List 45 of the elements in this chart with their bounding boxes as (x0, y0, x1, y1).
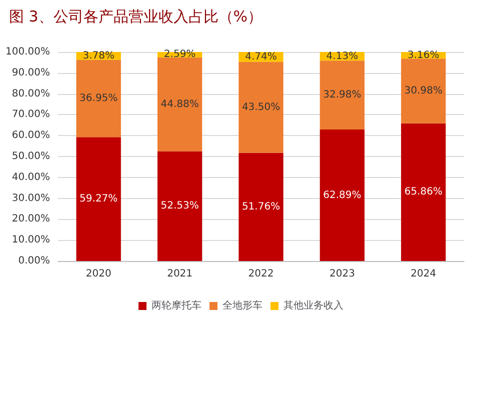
data-label: 2.59% (164, 49, 196, 60)
bar (76, 60, 121, 138)
bar (401, 58, 446, 124)
data-label: 36.95% (80, 93, 118, 104)
y-tick-label: 0.00% (18, 256, 50, 266)
y-tick-label: 10.00% (12, 234, 50, 246)
data-label: 4.13% (326, 50, 358, 62)
data-label: 4.74% (245, 51, 277, 62)
x-tick-label: 2020 (86, 268, 112, 280)
x-tick-label: 2024 (410, 268, 436, 280)
y-tick-label: 30.00% (12, 192, 50, 204)
data-label: 30.98% (404, 85, 442, 96)
y-tick-label: 20.00% (12, 214, 50, 225)
data-label: 65.86% (404, 186, 442, 198)
bar (76, 137, 121, 261)
chart-title: 图 3、公司各产品营业收入占比（%） (9, 8, 263, 26)
data-label: 52.53% (160, 200, 199, 212)
y-tick-label: 60.00% (12, 130, 50, 142)
data-label: 43.50% (242, 102, 280, 113)
legend-label: 两轮摩托车 (152, 300, 202, 312)
legend-label: 其他业务收入 (284, 300, 344, 312)
y-tick-label: 90.00% (12, 67, 50, 78)
data-label: 59.27% (80, 194, 118, 205)
x-tick-label: 2023 (329, 268, 355, 280)
bar (157, 57, 202, 152)
y-tick-label: 80.00% (12, 88, 50, 100)
y-tick-label: 40.00% (12, 172, 50, 183)
x-tick-label: 2022 (248, 268, 274, 280)
x-tick-label: 2021 (167, 268, 193, 280)
bar (401, 123, 446, 261)
y-tick-label: 70.00% (12, 109, 50, 120)
data-label: 62.89% (323, 190, 362, 201)
data-label: 51.76% (242, 201, 280, 212)
legend-label: 全地形车 (222, 300, 262, 312)
bar (320, 130, 365, 261)
y-tick-label: 50.00% (12, 151, 50, 162)
bar (238, 152, 284, 261)
data-label: 3.78% (82, 50, 114, 62)
data-label: 32.98% (323, 90, 362, 101)
data-label: 3.16% (408, 50, 440, 61)
bar (320, 60, 365, 130)
bar (238, 62, 284, 153)
data-label: 44.88% (160, 98, 199, 110)
bar (157, 151, 202, 261)
y-tick-label: 100.00% (6, 46, 50, 58)
